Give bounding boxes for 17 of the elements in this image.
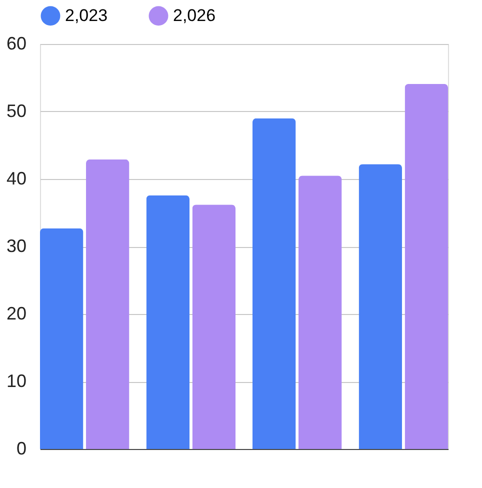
bar: [404, 84, 448, 449]
legend-label: 2,026: [173, 6, 216, 25]
y-tick-label: 0: [16, 438, 26, 458]
bar: [146, 195, 190, 449]
y-tick-label: 60: [6, 34, 26, 54]
bar: [252, 118, 296, 449]
y-tick-label: 20: [6, 304, 26, 324]
y-tick-label: 50: [6, 101, 26, 121]
legend-label: 2,023: [65, 6, 108, 25]
y-tick-label: 30: [6, 236, 26, 256]
bar: [192, 204, 236, 449]
y-tick-label: 10: [6, 371, 26, 391]
bar: [298, 176, 342, 449]
y-tick-label: 40: [6, 168, 26, 188]
bar: [40, 228, 84, 449]
bar: [86, 159, 130, 449]
bar: [358, 164, 402, 449]
